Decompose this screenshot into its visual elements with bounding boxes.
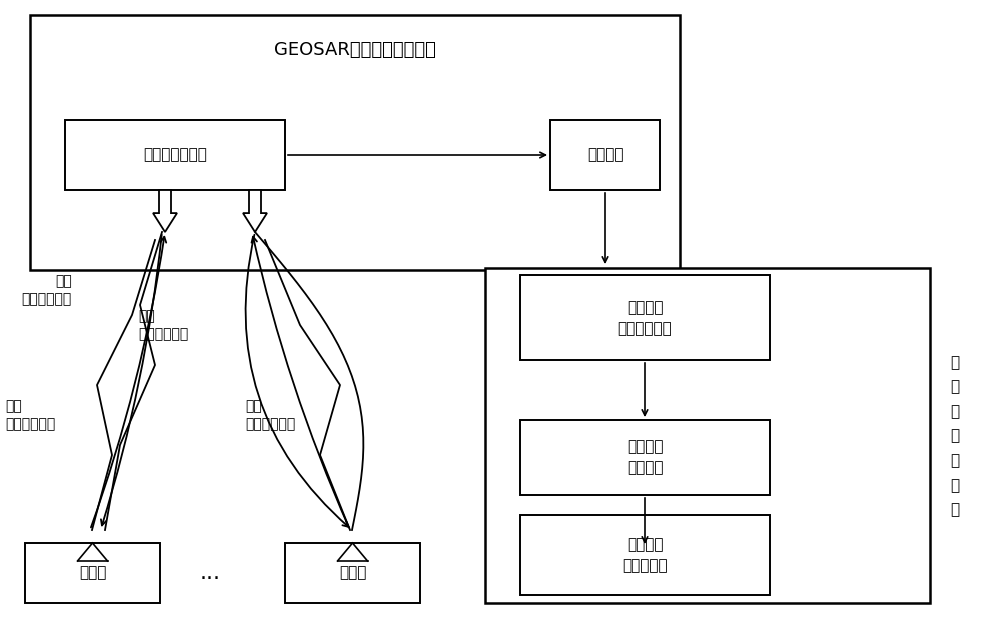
Text: ...: ...	[200, 563, 220, 583]
Text: 信号发射与接收: 信号发射与接收	[143, 148, 207, 162]
Text: 定标站: 定标站	[79, 566, 106, 581]
FancyBboxPatch shape	[25, 543, 160, 603]
FancyBboxPatch shape	[550, 120, 660, 190]
Text: 用于运动
精细化补偿: 用于运动 精细化补偿	[622, 537, 668, 573]
FancyBboxPatch shape	[485, 268, 930, 603]
Text: 信号处理: 信号处理	[587, 148, 623, 162]
FancyBboxPatch shape	[285, 543, 420, 603]
Text: GEOSAR星载相位定标装置: GEOSAR星载相位定标装置	[274, 41, 436, 59]
FancyBboxPatch shape	[520, 420, 770, 495]
Text: 提取定标
信号相位: 提取定标 信号相位	[627, 439, 663, 476]
Text: 定标站: 定标站	[339, 566, 366, 581]
Polygon shape	[243, 190, 267, 232]
Text: 地
面
后
处
理
装
置: 地 面 后 处 理 装 置	[950, 355, 960, 518]
FancyBboxPatch shape	[30, 15, 680, 270]
FancyBboxPatch shape	[65, 120, 285, 190]
Text: 匹配滤波
压缩定标信号: 匹配滤波 压缩定标信号	[618, 300, 672, 336]
Text: 发射
相位定标信号: 发射 相位定标信号	[22, 274, 72, 306]
FancyBboxPatch shape	[520, 515, 770, 595]
FancyBboxPatch shape	[520, 275, 770, 360]
Text: 接收
相位定标信号: 接收 相位定标信号	[138, 309, 188, 341]
Polygon shape	[153, 190, 177, 232]
Text: 接收
相位定标信号: 接收 相位定标信号	[5, 399, 55, 431]
Text: 转发
相位定标信号: 转发 相位定标信号	[245, 399, 295, 431]
